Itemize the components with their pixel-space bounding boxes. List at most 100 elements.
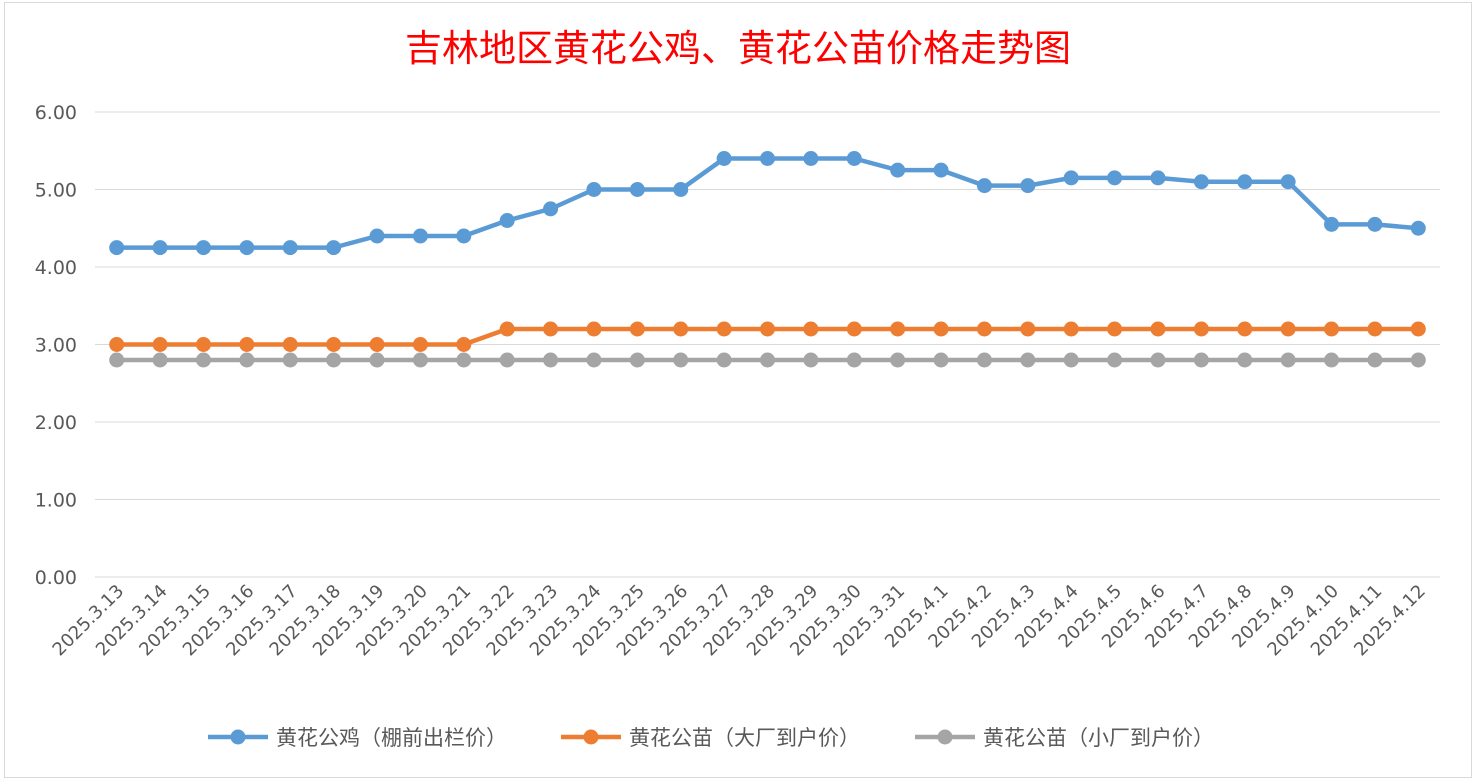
data-point [456,337,472,352]
data-point [1237,174,1253,190]
data-point [412,228,428,244]
data-point [412,337,428,352]
data-point [1150,321,1166,337]
data-point [890,321,906,337]
data-point [1237,321,1253,337]
data-point [629,321,645,337]
data-point [890,352,906,368]
data-point [846,352,862,368]
data-point [933,162,949,178]
series-group [109,151,1426,368]
legend-item-2: 黄花公苗（小厂到户价） [915,726,1214,750]
data-point [629,352,645,368]
data-point [109,352,125,368]
data-point [586,352,602,368]
data-point [803,352,819,368]
y-tick-label: 6.00 [35,102,77,124]
data-point [1324,216,1340,232]
data-point [1324,352,1340,368]
data-point [846,151,862,166]
data-point [326,337,342,352]
data-point [1324,321,1340,337]
data-point [109,337,125,352]
data-point [152,337,168,352]
data-point [282,337,298,352]
y-tick-label: 2.00 [35,412,77,434]
y-axis-ticks: 0.00 1.00 2.00 3.00 4.00 5.00 6.00 [35,102,77,589]
series-0 [109,151,1426,256]
data-point [1063,170,1079,186]
x-axis-ticks: 2025.3.132025.3.142025.3.152025.3.162025… [49,581,1430,661]
data-point [1367,216,1383,232]
data-point [1193,174,1209,190]
data-point [1150,352,1166,368]
data-point [716,352,732,368]
data-point [1280,352,1296,368]
y-tick-label: 3.00 [35,335,77,357]
data-point [586,182,602,197]
data-point [1280,321,1296,337]
data-point [1410,321,1426,337]
data-point [1063,321,1079,337]
data-point [1367,321,1383,337]
data-point [1237,352,1253,368]
data-point [803,321,819,337]
data-point [933,352,949,368]
data-point [412,352,428,368]
data-point [1410,352,1426,368]
data-point [152,240,168,256]
data-point [1020,352,1036,368]
data-point [1107,321,1123,337]
legend: 黄花公鸡（棚前出栏价） 黄花公苗（大厂到户价） 黄花公苗（小厂到户价） [208,726,1214,750]
data-point [673,182,689,197]
data-point [1020,178,1036,194]
data-point [499,352,515,368]
chart-title: 吉林地区黄花公鸡、黄花公苗价格走势图 [405,27,1071,70]
data-point [716,151,732,166]
legend-marker [230,729,246,745]
data-point [282,240,298,256]
data-point [239,240,255,256]
legend-item-0: 黄花公鸡（棚前出栏价） [208,726,507,750]
legend-marker [937,729,953,745]
legend-label: 黄花公苗（小厂到户价） [983,726,1214,750]
y-tick-label: 1.00 [35,490,77,512]
series-line [116,156,1419,250]
data-point [1150,170,1166,186]
data-point [109,240,125,256]
data-point [673,321,689,337]
data-point [1063,352,1079,368]
chart-frame [4,2,1472,778]
data-point [499,213,515,228]
data-point [846,321,862,337]
data-point [1193,321,1209,337]
data-point [369,228,385,244]
data-point [543,352,559,368]
y-tick-label: 4.00 [35,257,77,279]
data-point [195,240,211,256]
data-point [976,178,992,194]
data-point [890,162,906,178]
data-point [282,352,298,368]
data-point [976,321,992,337]
data-point [760,352,775,368]
data-point [1280,174,1296,190]
data-point [543,321,559,337]
data-point [1020,321,1036,337]
data-point [456,228,472,244]
data-point [543,201,559,217]
data-point [760,321,775,337]
data-point [673,352,689,368]
data-point [629,182,645,197]
data-point [195,352,211,368]
data-point [239,337,255,352]
data-point [369,337,385,352]
series-2 [109,352,1426,368]
y-tick-label: 0.00 [35,567,77,589]
data-point [369,352,385,368]
data-point [1410,220,1426,236]
data-point [239,352,255,368]
data-point [326,352,342,368]
data-point [326,240,342,256]
